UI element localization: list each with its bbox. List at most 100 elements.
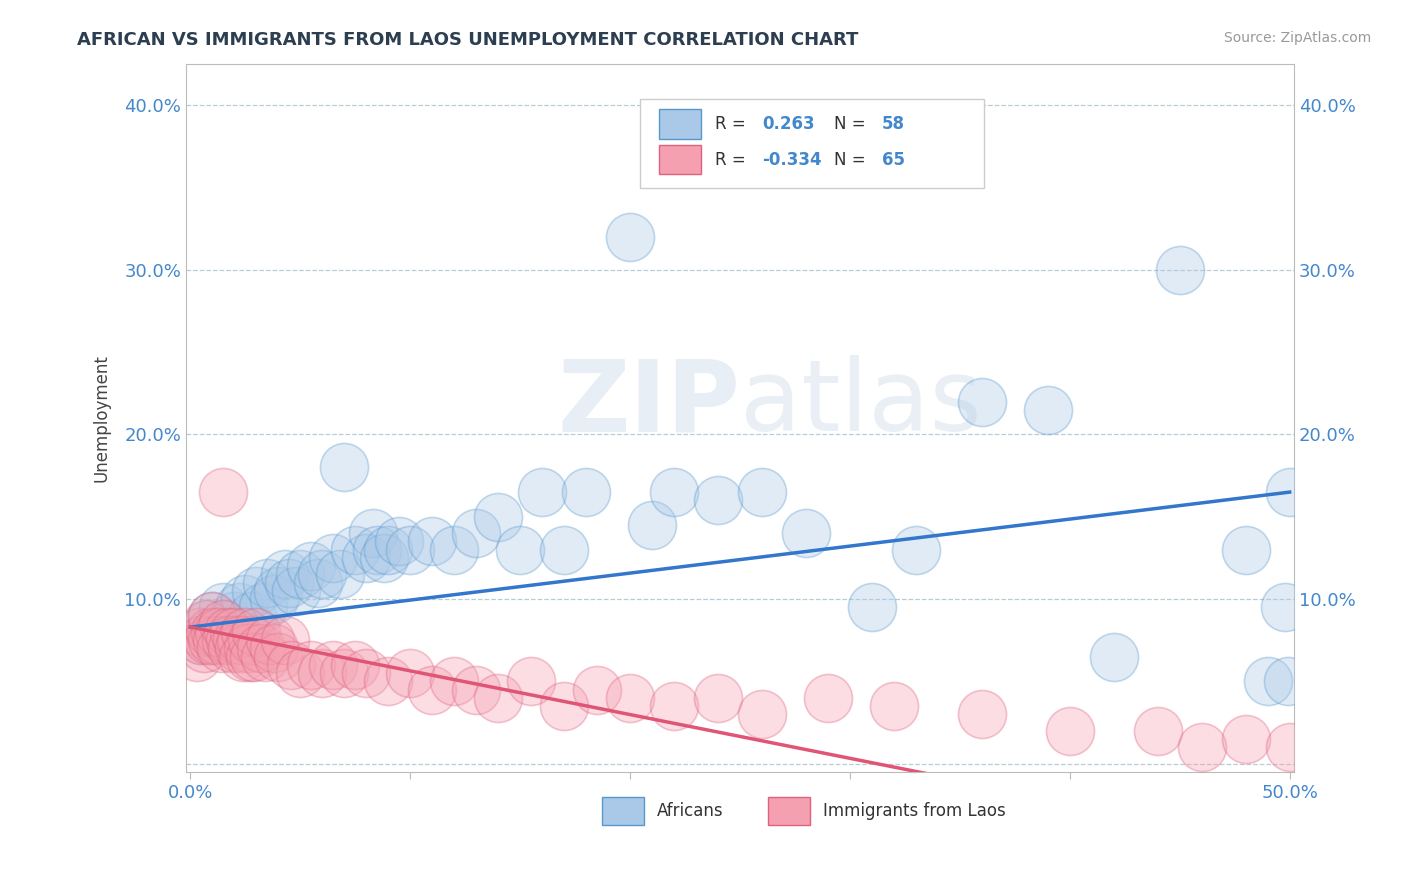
Bar <box>659 110 702 139</box>
Point <box>1257 674 1279 689</box>
Point <box>190 633 212 648</box>
Point <box>465 682 488 697</box>
Text: Africans: Africans <box>657 802 724 820</box>
Point <box>290 666 312 681</box>
Point <box>344 542 367 557</box>
Point <box>307 575 329 590</box>
Point <box>221 641 243 656</box>
Point <box>284 583 307 598</box>
Point <box>280 657 302 672</box>
Point <box>243 649 266 664</box>
Point <box>361 526 384 541</box>
Point <box>256 575 278 590</box>
Text: R =: R = <box>714 151 751 169</box>
Bar <box>768 797 810 825</box>
Text: atlas: atlas <box>740 355 981 452</box>
Point <box>1274 600 1296 615</box>
Point <box>399 666 422 681</box>
Point <box>198 625 221 640</box>
Point <box>224 608 246 623</box>
Point <box>333 460 356 475</box>
Point <box>186 649 208 664</box>
Point <box>233 625 256 640</box>
Point <box>197 616 219 631</box>
Point <box>239 649 262 664</box>
Point <box>333 666 356 681</box>
Point <box>575 485 598 500</box>
Point <box>619 690 641 705</box>
Point <box>377 542 399 557</box>
Point <box>531 485 554 500</box>
Point <box>553 542 575 557</box>
Point <box>1191 740 1213 755</box>
Point <box>641 518 664 533</box>
Point <box>970 394 993 409</box>
Point <box>197 633 219 648</box>
Point <box>299 657 322 672</box>
Point <box>254 649 277 664</box>
Point <box>236 641 259 656</box>
Point <box>377 674 399 689</box>
Point <box>883 699 905 714</box>
Point <box>553 699 575 714</box>
Point <box>228 641 250 656</box>
Point <box>233 592 256 607</box>
Point <box>443 674 465 689</box>
Point <box>212 600 235 615</box>
Point <box>208 625 231 640</box>
Point <box>1168 263 1191 277</box>
Point <box>1234 542 1257 557</box>
Point <box>217 625 239 640</box>
Point <box>194 616 217 631</box>
Point <box>214 633 236 648</box>
Point <box>263 592 285 607</box>
Point <box>209 641 232 656</box>
Point <box>219 616 242 631</box>
Point <box>465 526 488 541</box>
Point <box>212 616 235 631</box>
Point <box>794 526 817 541</box>
Point <box>509 542 531 557</box>
Point <box>267 649 290 664</box>
Text: Immigrants from Laos: Immigrants from Laos <box>823 802 1005 820</box>
Point <box>201 608 224 623</box>
Point <box>1278 740 1301 755</box>
Point <box>1278 485 1301 500</box>
Point <box>259 633 281 648</box>
Point <box>212 485 235 500</box>
Text: -0.334: -0.334 <box>762 151 823 169</box>
Text: R =: R = <box>714 115 751 133</box>
Point <box>204 625 226 640</box>
Point <box>751 707 773 722</box>
Text: Source: ZipAtlas.com: Source: ZipAtlas.com <box>1223 31 1371 45</box>
Point <box>274 567 297 582</box>
Point <box>205 633 228 648</box>
Point <box>373 551 395 566</box>
Point <box>860 600 883 615</box>
Point <box>267 583 290 598</box>
Text: 65: 65 <box>882 151 905 169</box>
Point <box>1059 723 1081 738</box>
Point <box>1234 732 1257 747</box>
Point <box>354 551 377 566</box>
Point <box>228 600 250 615</box>
Point <box>299 559 322 574</box>
Point <box>322 551 344 566</box>
Point <box>1036 402 1059 417</box>
Point <box>201 633 224 648</box>
Point <box>443 542 465 557</box>
Point <box>263 641 285 656</box>
Point <box>388 534 411 549</box>
Point <box>344 657 367 672</box>
Point <box>420 534 443 549</box>
Point <box>274 633 297 648</box>
Point <box>278 575 301 590</box>
Point <box>366 542 388 557</box>
Point <box>245 583 267 598</box>
Point <box>193 641 215 656</box>
Point <box>662 699 685 714</box>
Point <box>245 625 267 640</box>
Point <box>707 493 730 508</box>
Point <box>201 608 224 623</box>
Text: N =: N = <box>834 151 872 169</box>
